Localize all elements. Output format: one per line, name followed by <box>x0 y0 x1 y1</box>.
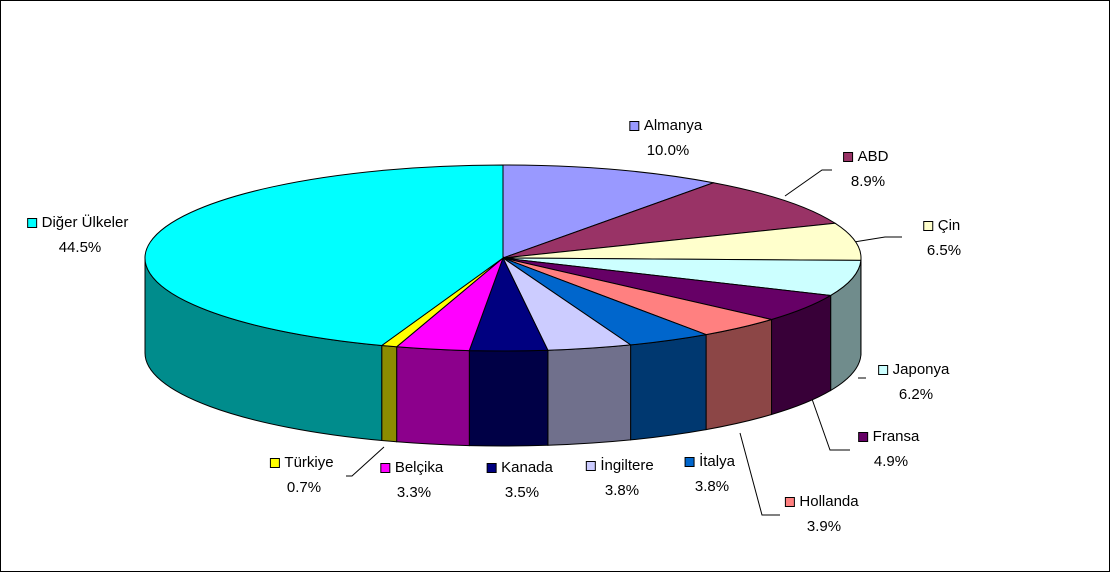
legend-label: Almanya <box>644 117 703 134</box>
pie-side <box>396 346 470 447</box>
pie-slice <box>502 164 716 259</box>
data-label: 3.8% <box>605 482 639 499</box>
legend-label: Çin <box>938 217 961 234</box>
data-label: 10.0% <box>647 142 690 159</box>
pie-side <box>381 344 398 443</box>
leader-line <box>784 169 832 197</box>
legend-label: Hollanda <box>799 493 859 510</box>
legend-label: İngiltere <box>600 456 653 474</box>
legend-label: ABD <box>858 148 889 165</box>
data-label: 3.8% <box>695 478 729 495</box>
data-label: 6.5% <box>927 242 961 259</box>
legend-label: Türkiye <box>284 454 333 471</box>
pie-slice <box>502 222 862 261</box>
legend-swatch <box>269 458 280 468</box>
pie-side <box>468 349 549 447</box>
legend-label: Diğer Ülkeler <box>42 213 129 231</box>
data-label: 0.7% <box>287 479 321 496</box>
legend-swatch <box>684 457 695 467</box>
legend-label: Japonya <box>893 361 950 378</box>
pie-side <box>547 344 632 446</box>
legend-swatch <box>486 463 497 473</box>
legend-swatch <box>923 221 934 231</box>
legend-swatch <box>784 497 795 507</box>
pie-side <box>705 318 773 431</box>
pie-slice <box>502 182 837 259</box>
data-label: 3.5% <box>505 484 539 501</box>
legend-swatch <box>27 218 38 228</box>
legend-swatch <box>878 365 889 375</box>
data-label: 8.9% <box>851 173 885 190</box>
pie-slice <box>144 164 504 347</box>
pie-side <box>630 333 707 441</box>
legend-label: Belçika <box>395 459 444 476</box>
leader-line <box>811 398 850 451</box>
legend-label: İtalya <box>699 452 736 470</box>
legend-label: Fransa <box>873 428 920 445</box>
data-label: 3.3% <box>397 484 431 501</box>
data-label: 6.2% <box>899 386 933 403</box>
legend-swatch <box>858 432 869 442</box>
legend-swatch <box>629 121 640 131</box>
leader-line <box>346 446 385 477</box>
legend-swatch <box>380 463 391 473</box>
leader-line <box>853 236 902 243</box>
legend-swatch <box>585 461 596 471</box>
pie-slice <box>502 257 862 296</box>
legend-label: Kanada <box>501 459 553 476</box>
data-label: 4.9% <box>874 453 908 470</box>
leader-line <box>739 432 780 516</box>
data-label: 44.5% <box>59 239 102 256</box>
legend-swatch <box>843 152 854 162</box>
data-label: 3.9% <box>807 518 841 535</box>
